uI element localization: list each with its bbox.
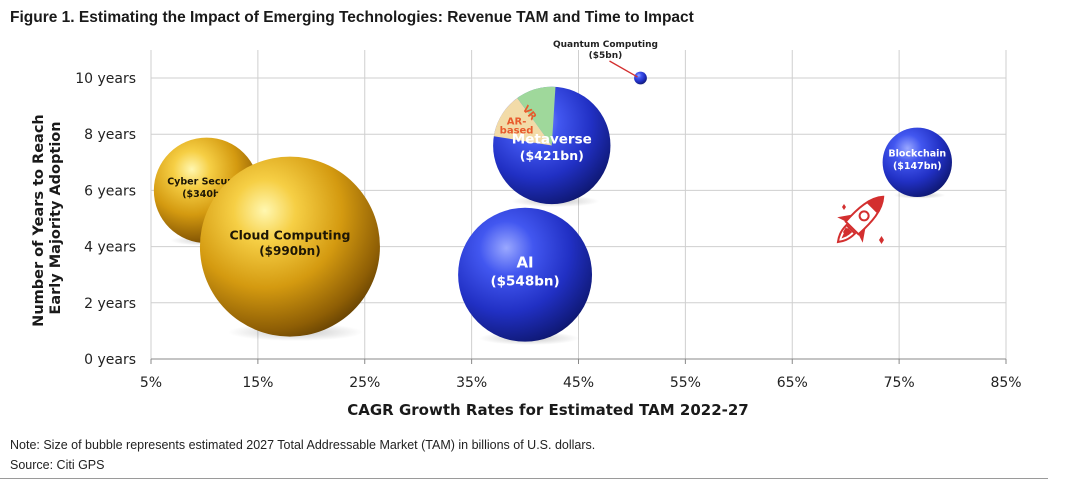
callout-line xyxy=(609,60,638,78)
bubble-value-label: ($147bn) xyxy=(893,161,942,172)
x-tick-labels: 5% 15% 25% 35% 45% 55% 65% 75% 85% xyxy=(140,359,1022,391)
y-axis-title-line-1: Number of Years to Reach xyxy=(31,114,47,327)
bubble-circle xyxy=(458,207,593,342)
y-tick-label: 10 years xyxy=(75,71,136,87)
y-tick-labels: 0 years 2 years 4 years 6 years 8 years 10 ye… xyxy=(75,71,136,368)
x-tick-label: 5% xyxy=(140,375,162,391)
y-tick-label: 2 years xyxy=(84,296,136,312)
bubble-value-label: ($5bn) xyxy=(589,51,623,61)
y-tick-label: 0 years xyxy=(84,352,136,368)
x-tick-label: 45% xyxy=(563,375,594,391)
x-tick-label: 85% xyxy=(990,375,1021,391)
metaverse-ar-label: AR- xyxy=(507,116,527,127)
figure-title: Figure 1. Estimating the Impact of Emerg… xyxy=(10,9,694,26)
bubble-name-label: Blockchain xyxy=(888,148,946,159)
metaverse-ar-segment xyxy=(493,97,552,146)
bubble-circle xyxy=(634,71,647,85)
rocket-icon xyxy=(836,195,885,244)
bubble-name-label: Cyber Security xyxy=(167,176,247,187)
x-tick-label: 35% xyxy=(456,375,487,391)
metaverse-ar-label-2: based xyxy=(500,126,534,137)
bubble-cloud-computing: Cloud Computing($990bn) xyxy=(199,156,380,342)
y-tick-label: 4 years xyxy=(84,240,136,256)
x-tick-label: 75% xyxy=(884,375,915,391)
bubble-quantum-computing: Quantum Computing($5bn) xyxy=(553,40,658,85)
y-axis-title-line-2: Early Majority Adoption xyxy=(48,121,64,314)
bubble-name-label: AI xyxy=(516,254,533,272)
bubble-value-label: ($990bn) xyxy=(259,244,321,258)
sparkle-icons xyxy=(842,204,884,244)
y-axis-title: Number of Years to Reach Early Majority … xyxy=(31,109,64,327)
bubble-circle xyxy=(882,127,952,197)
source-note: Source: Citi GPS xyxy=(10,458,105,472)
bubble-blockchain: Blockchain ($147bn) xyxy=(882,127,952,199)
bubble-name-label: Metaverse xyxy=(512,131,592,147)
x-tick-label: 55% xyxy=(670,375,701,391)
x-tick-label: 65% xyxy=(777,375,808,391)
bubbles: Cyber Security($340bn)Cloud Computing($9… xyxy=(153,40,952,346)
bubble-ai: AI ($548bn) xyxy=(458,207,593,346)
footnote: Note: Size of bubble represents estimate… xyxy=(10,438,596,452)
bubble-name-label: Quantum Computing xyxy=(553,40,658,50)
bubble-chart: 5% 15% 25% 35% 45% 55% 65% 75% 85% 0 years 2 year… xyxy=(31,40,1022,419)
bubble-value-label: ($421bn) xyxy=(520,148,584,163)
bottom-divider xyxy=(0,478,1048,479)
x-axis-title: CAGR Growth Rates for Estimated TAM 2022… xyxy=(347,401,748,419)
y-tick-label: 6 years xyxy=(84,183,136,199)
metaverse-vr-segment xyxy=(517,86,556,146)
bubble-name-label: Cloud Computing xyxy=(229,228,350,243)
x-tick-label: 15% xyxy=(242,375,273,391)
y-tick-label: 8 years xyxy=(84,127,136,143)
bubble-circle xyxy=(199,156,380,337)
x-tick-label: 25% xyxy=(349,375,380,391)
bubble-value-label: ($548bn) xyxy=(490,274,559,290)
bubble-value-label: ($340bn) xyxy=(182,189,231,200)
